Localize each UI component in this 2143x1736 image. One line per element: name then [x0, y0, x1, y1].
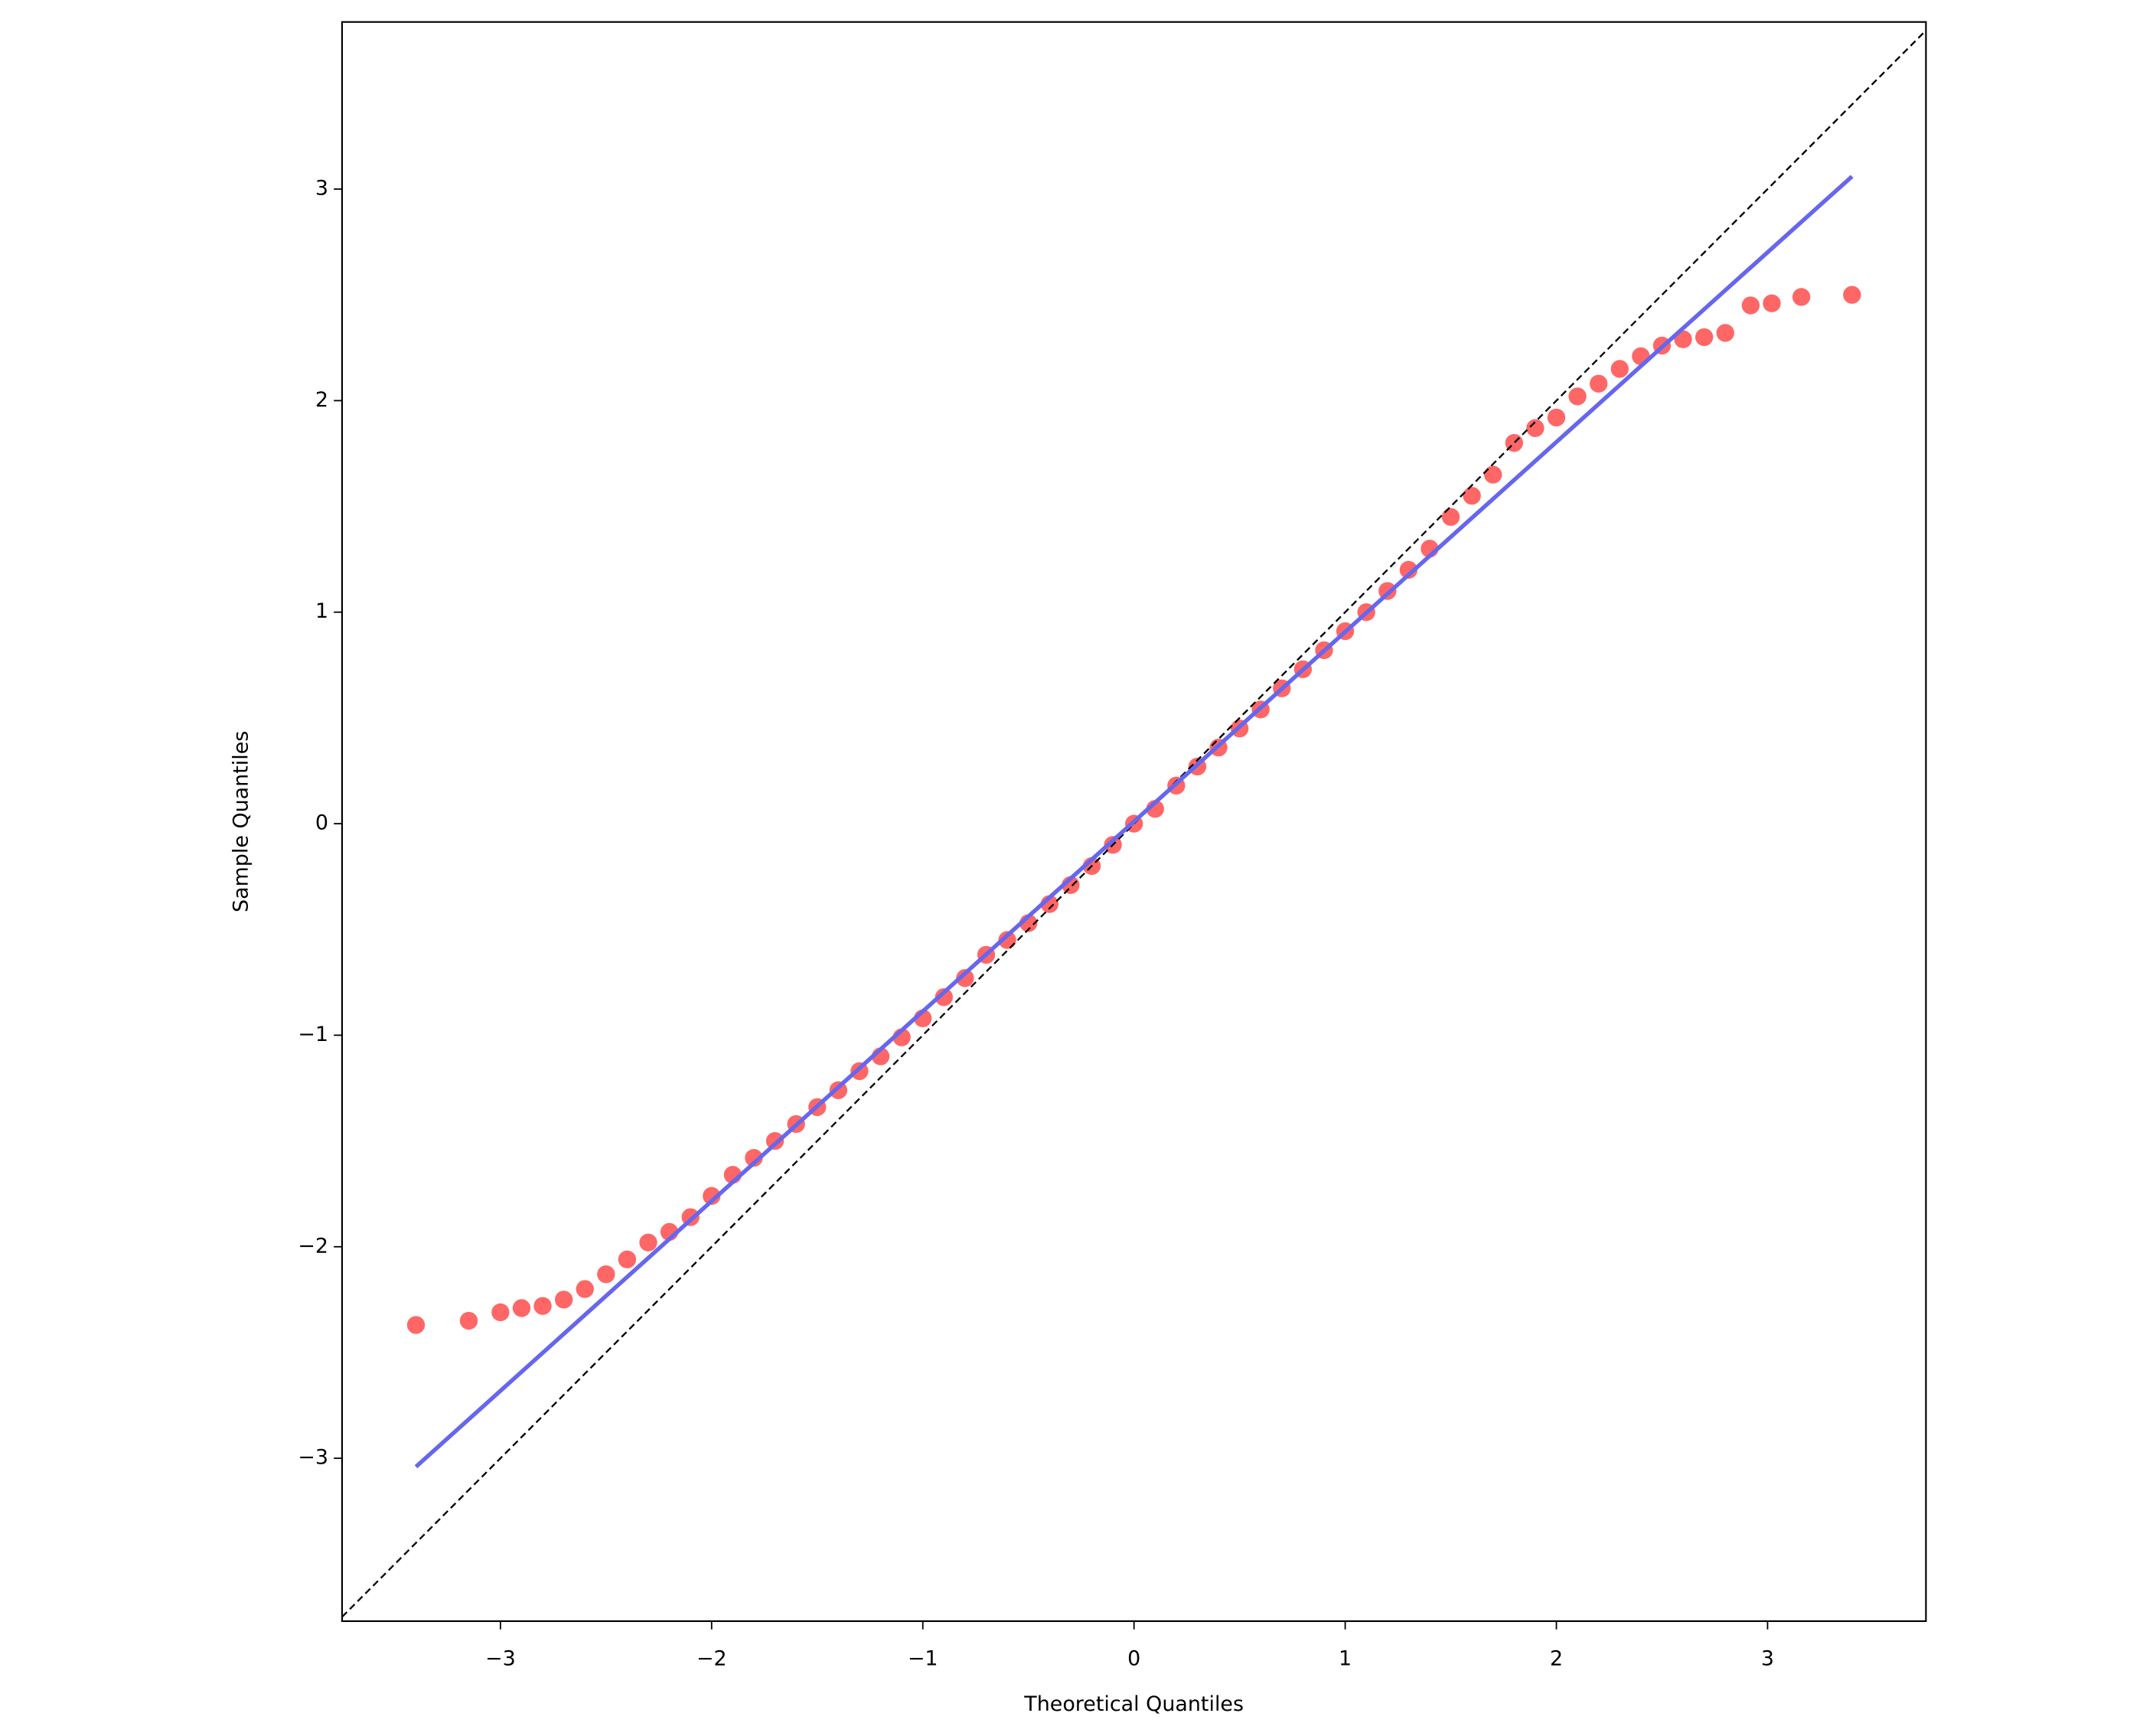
point: [597, 1265, 615, 1284]
point: [1441, 507, 1460, 527]
point: [1568, 387, 1587, 406]
plot-area: [341, 29, 1926, 1618]
y-tick-label: −3: [298, 1446, 328, 1470]
point: [533, 1297, 552, 1315]
y-tick-label: 3: [315, 177, 328, 201]
point: [639, 1233, 657, 1251]
point: [956, 969, 974, 987]
x-axis-label: Theoretical Quantiles: [1023, 1692, 1244, 1716]
point: [554, 1291, 573, 1309]
point: [1792, 288, 1811, 306]
fit-line: [414, 175, 1854, 1469]
x-tick-label: 3: [1761, 1647, 1774, 1671]
y-axis-label: Sample Quantiles: [229, 731, 253, 912]
point: [1741, 296, 1760, 315]
point: [512, 1299, 531, 1317]
x-tick-label: −3: [485, 1647, 516, 1671]
y-tick-label: −1: [298, 1023, 328, 1046]
point: [618, 1250, 637, 1269]
point: [1843, 286, 1861, 304]
point: [576, 1280, 594, 1298]
point: [998, 931, 1016, 949]
y-tick-label: −2: [298, 1234, 328, 1258]
point: [1716, 324, 1734, 342]
point: [1399, 560, 1418, 579]
point: [1526, 419, 1544, 437]
y-tick-label: 1: [315, 599, 328, 623]
y-tick-label: 0: [315, 811, 328, 835]
point: [745, 1149, 763, 1167]
point: [1695, 328, 1714, 347]
x-tick-label: −2: [696, 1647, 727, 1671]
point: [406, 1316, 426, 1334]
x-tick-label: 1: [1339, 1647, 1352, 1671]
point: [459, 1311, 478, 1330]
x-tick-label: −1: [908, 1647, 938, 1671]
x-tick-label: 0: [1127, 1647, 1140, 1671]
point: [935, 988, 953, 1007]
point: [1590, 374, 1608, 393]
y-tick-label: 2: [315, 388, 328, 412]
point: [1484, 465, 1502, 484]
x-tick-label: 2: [1550, 1647, 1563, 1671]
point: [491, 1303, 510, 1322]
point: [1547, 408, 1566, 427]
point: [703, 1186, 721, 1206]
point: [1463, 487, 1481, 505]
point: [1763, 294, 1781, 312]
point: [1610, 360, 1629, 378]
